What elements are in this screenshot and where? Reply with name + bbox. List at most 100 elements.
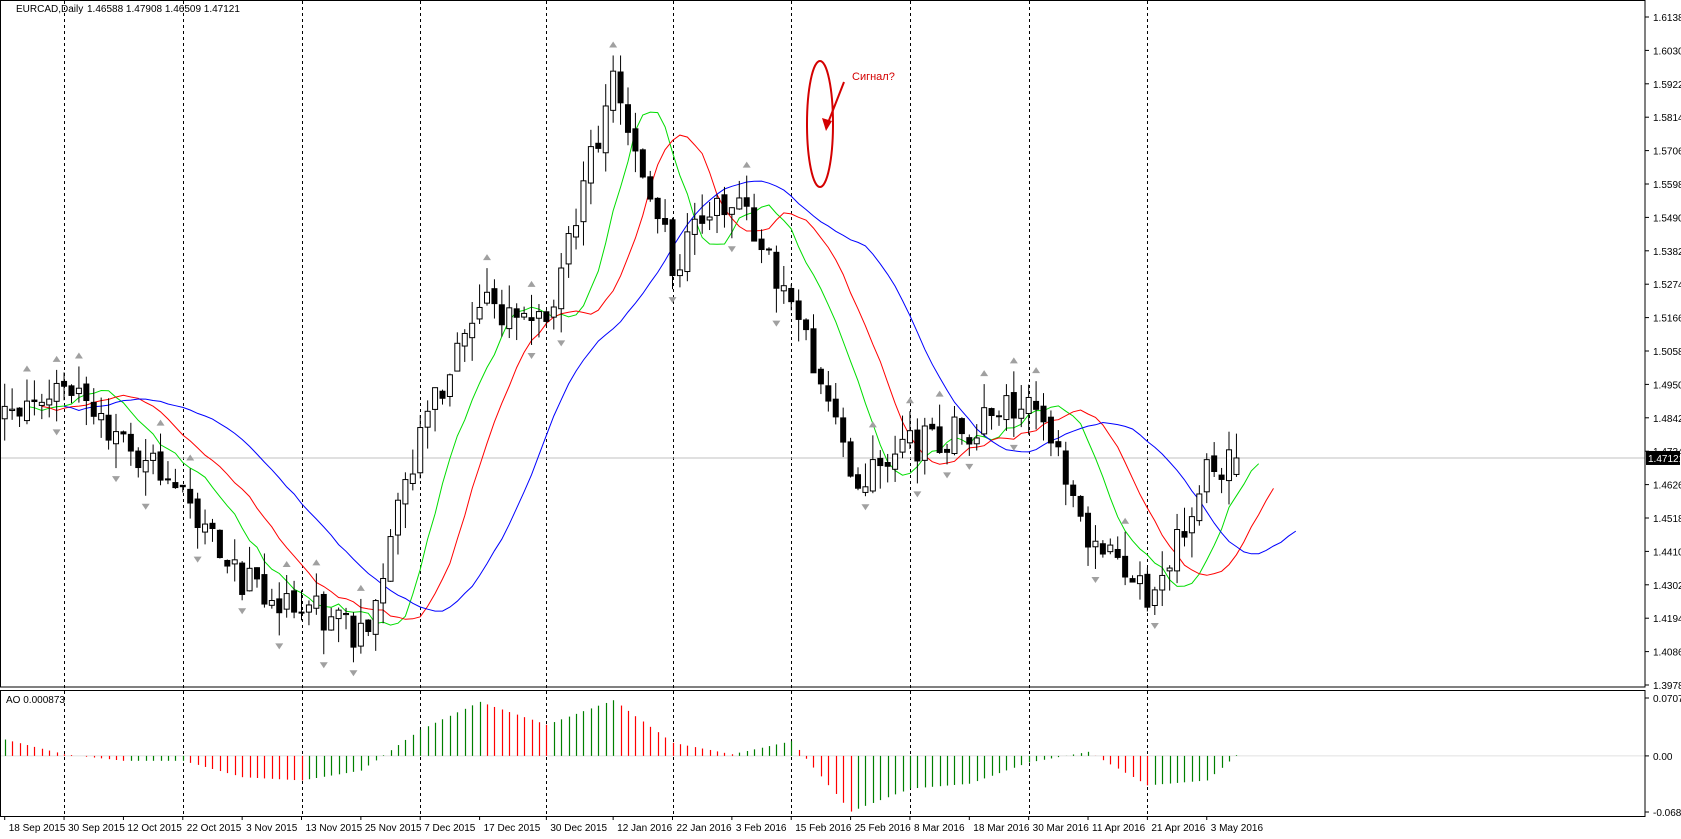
- candle-body: [150, 452, 157, 461]
- candle: [914, 418, 921, 484]
- candle: [446, 373, 453, 407]
- candle: [565, 226, 572, 278]
- candle-body: [372, 600, 379, 635]
- candle: [179, 484, 186, 493]
- candle: [1233, 433, 1240, 477]
- candle-body: [424, 410, 431, 428]
- candle: [38, 393, 45, 420]
- candle: [350, 612, 357, 663]
- candle-body: [313, 595, 320, 609]
- fractal-down-icon: [913, 491, 922, 498]
- candle: [951, 406, 958, 456]
- candle-body: [914, 429, 921, 462]
- candle: [253, 567, 260, 588]
- candle: [305, 600, 312, 626]
- candle-body: [194, 498, 201, 529]
- candle: [1010, 371, 1017, 437]
- candle-body: [1107, 544, 1114, 553]
- date-tick-label: 30 Dec 2015: [550, 823, 607, 834]
- fractal-down-icon: [52, 429, 61, 436]
- candle-body: [127, 433, 134, 452]
- ao-tick-label: 0.070722: [1653, 694, 1681, 705]
- candle-body: [758, 238, 765, 251]
- price-tick-label: 1.52740: [1653, 280, 1681, 291]
- candle: [1085, 506, 1092, 566]
- date-tick-label: 21 Apr 2016: [1151, 823, 1205, 834]
- fractal-up-icon: [312, 559, 321, 566]
- candle: [669, 217, 676, 290]
- candle-body: [90, 401, 97, 417]
- candle: [1211, 442, 1218, 477]
- fractal-up-icon: [186, 454, 195, 461]
- candle-body: [231, 559, 238, 565]
- signal-label: Сигнал?: [852, 71, 895, 83]
- candle: [847, 437, 854, 478]
- candle: [283, 575, 290, 618]
- candle-body: [491, 288, 498, 305]
- candle-body: [187, 488, 194, 504]
- header: EURCAD,Daily 1.46588 1.47908 1.46509 1.4…: [6, 4, 240, 706]
- candle-body: [1070, 484, 1077, 496]
- fractal-up-icon: [1009, 357, 1018, 364]
- moving-average-sma-mid: [41, 134, 1274, 620]
- candle: [587, 129, 594, 205]
- candle-body: [1144, 573, 1151, 608]
- price-tick-label: 1.49500: [1653, 380, 1681, 391]
- candle: [981, 384, 988, 437]
- candle-body: [892, 453, 899, 470]
- date-tick-label: 12 Oct 2015: [127, 823, 182, 834]
- candle-body: [921, 425, 928, 461]
- date-tick-label: 17 Dec 2015: [484, 823, 541, 834]
- candle-body: [1233, 457, 1240, 475]
- candle: [1047, 410, 1054, 457]
- candle-body: [75, 387, 82, 395]
- candle: [595, 125, 602, 153]
- candle: [1226, 431, 1233, 505]
- candle: [127, 422, 134, 466]
- current-price-label: 1.47121: [1648, 454, 1681, 465]
- candle: [506, 285, 513, 339]
- fractal-down-icon: [861, 504, 870, 511]
- fractal-down-icon: [668, 297, 677, 304]
- fractal-up-icon: [74, 352, 83, 359]
- fractal-down-icon: [943, 472, 952, 479]
- candle-body: [469, 322, 476, 339]
- candle: [751, 193, 758, 242]
- candle: [832, 383, 839, 425]
- candle-body: [224, 559, 231, 567]
- candle: [691, 202, 698, 255]
- fractal-down-icon: [349, 670, 358, 677]
- candle-body: [484, 291, 491, 304]
- candle-body: [632, 128, 639, 152]
- candle-body: [461, 332, 468, 347]
- date-tick-label: 30 Mar 2016: [1033, 823, 1090, 834]
- candle: [617, 55, 624, 125]
- candle: [1070, 480, 1077, 508]
- candle: [394, 492, 401, 555]
- price-tick-label: 1.41940: [1653, 614, 1681, 625]
- candle-body: [38, 401, 45, 406]
- fractal-down-icon: [193, 556, 202, 563]
- candle: [387, 529, 394, 582]
- candle: [958, 417, 965, 445]
- candle: [1122, 531, 1129, 586]
- candle: [1166, 565, 1173, 591]
- candle-body: [565, 233, 572, 265]
- candle: [209, 518, 216, 542]
- candle: [743, 175, 750, 221]
- candle-body: [343, 612, 350, 616]
- candle: [966, 434, 973, 456]
- candle: [46, 379, 53, 418]
- candle: [372, 598, 379, 651]
- candle: [402, 472, 409, 529]
- symbol-title: EURCAD,Daily: [16, 4, 83, 15]
- candle-body: [973, 437, 980, 445]
- candle: [246, 546, 253, 592]
- candle: [409, 449, 416, 491]
- signal-circle: [806, 60, 834, 188]
- candle: [268, 588, 275, 609]
- candle-body: [454, 342, 461, 372]
- candle-body: [803, 319, 810, 331]
